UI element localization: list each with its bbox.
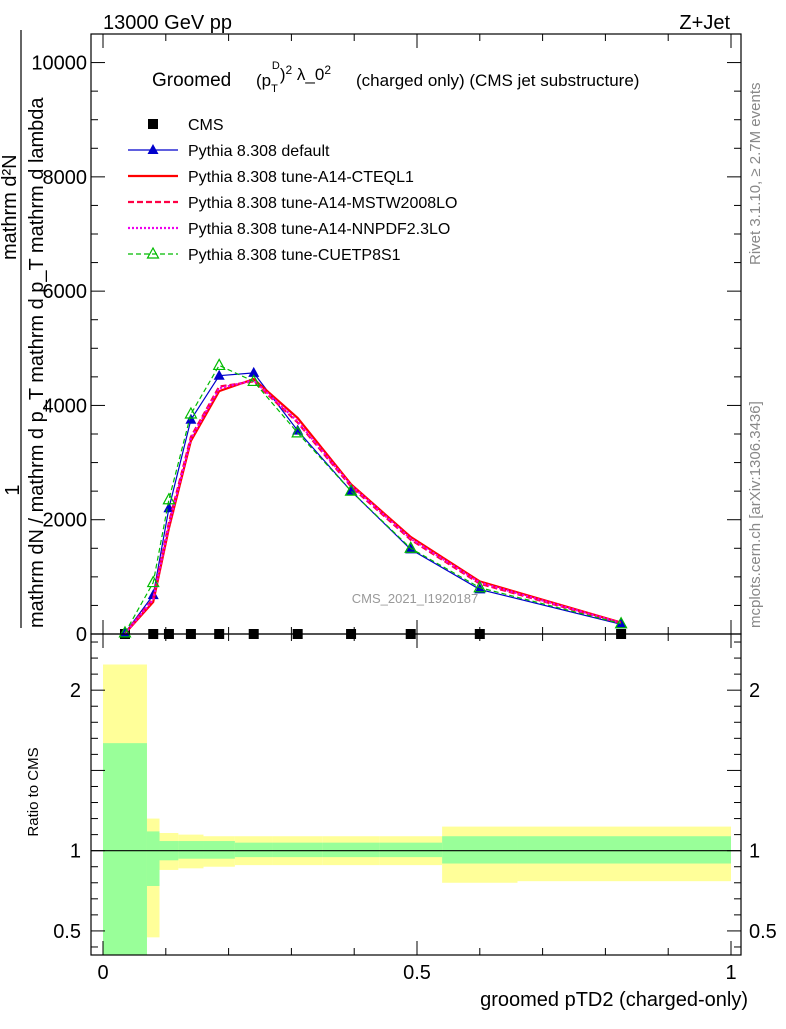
x-tick-label: 1	[725, 962, 736, 984]
uncertainty-band-inner	[442, 836, 518, 864]
ratio-frame	[90, 633, 742, 956]
legend-label: Pythia 8.308 tune-A14-CTEQL1	[188, 169, 414, 186]
legend-entry: Pythia 8.308 tune-CUETP8S1	[128, 246, 401, 264]
uncertainty-band-inner	[178, 841, 204, 859]
data-point	[184, 406, 198, 419]
uncertainty-band-inner	[379, 842, 443, 858]
series-1	[119, 366, 627, 637]
y-tick-label: 2000	[43, 510, 88, 532]
legend-label: CMS	[188, 117, 224, 134]
y-tick-label: 0	[76, 624, 87, 646]
legend-label: Pythia 8.308 tune-A14-NNPDF2.3LO	[188, 221, 450, 238]
ratio-y-tick-label: 0.5	[53, 921, 81, 943]
data-point	[162, 492, 176, 505]
legend-label: Pythia 8.308 default	[188, 143, 330, 160]
data-point	[213, 369, 225, 380]
uncertainty-band-inner	[234, 842, 273, 858]
data-point	[404, 541, 418, 553]
data-point	[474, 583, 486, 594]
ratio-plot: 0.5 0.5 1 1 2 2 0 0.5 1	[53, 633, 777, 984]
header-right: Z+Jet	[679, 12, 730, 34]
ylabel-numerator: 1	[2, 484, 24, 495]
analysis-watermark: CMS_2021_I1920187	[352, 591, 479, 606]
series-4	[124, 379, 622, 635]
legend-entry: Pythia 8.308 tune-A14-NNPDF2.3LO	[128, 221, 450, 238]
uncertainty-band-inner	[103, 743, 147, 955]
title-formula: (pTD)2 λ_02	[256, 60, 331, 95]
x-tick-label: 0.5	[403, 962, 431, 984]
y-tick-label: 10000	[31, 53, 87, 75]
main-title: Groomed (pTD)2 λ_02 (charged only) (CMS …	[152, 60, 639, 95]
legend-entry: Pythia 8.308 tune-A14-CTEQL1	[128, 169, 414, 186]
uncertainty-band-inner	[517, 836, 731, 864]
data-point	[118, 625, 132, 638]
data-point	[185, 413, 197, 424]
ratio-y-tick-label: 2	[70, 680, 81, 702]
legend-label: Pythia 8.308 tune-CUETP8S1	[188, 247, 401, 264]
rivet-label: Rivet 3.1.10, ≥ 2.7M events	[747, 83, 764, 266]
legend-entry: Pythia 8.308 default	[128, 143, 330, 160]
data-point	[473, 580, 487, 593]
mcplots-label: mcplots.cern.ch [arXiv:1306.3436]	[747, 401, 764, 628]
ylabel-top: mathrm d²N	[0, 154, 21, 260]
series-line	[124, 379, 622, 635]
uncertainty-band-inner	[203, 841, 235, 859]
header-left: 13000 GeV pp	[103, 12, 232, 34]
legend-marker	[146, 246, 160, 259]
legend-marker	[147, 144, 159, 154]
x-tick-label: 0	[97, 962, 108, 984]
ratio-y-tick-label-right: 0.5	[749, 921, 777, 943]
data-point	[614, 616, 628, 629]
y-tick-label: 8000	[43, 167, 88, 189]
ratio-y-tick-label-right: 1	[749, 841, 760, 863]
series-line	[124, 364, 622, 634]
main-ylabel: 1 mathrm dN / mathrm d p_T mathrm d p_T …	[0, 30, 48, 628]
main-plot: 0 2000 4000 6000 8000 10000	[31, 33, 742, 646]
y-tick-label: 4000	[43, 395, 88, 417]
uncertainty-band-inner	[146, 831, 160, 886]
data-point	[212, 358, 226, 371]
data-point	[345, 485, 357, 496]
series-5	[118, 358, 628, 638]
data-point	[248, 366, 260, 377]
legend-entry: Pythia 8.308 tune-A14-MSTW2008LO	[128, 195, 457, 212]
legend-label: Pythia 8.308 tune-A14-MSTW2008LO	[188, 195, 457, 212]
title-suffix: (charged only) (CMS jet substructure)	[356, 71, 639, 90]
ratio-ylabel: Ratio to CMS	[25, 747, 42, 836]
legend-entry: CMS	[148, 117, 224, 134]
uncertainty-band-inner	[322, 842, 380, 858]
ylabel-denominator: mathrm dN / mathrm d p_T mathrm d p_T ma…	[26, 97, 48, 628]
uncertainty-band-inner	[272, 842, 323, 858]
ratio-y-tick-label-right: 2	[749, 680, 760, 702]
data-point	[146, 575, 160, 588]
title-prefix: Groomed	[152, 70, 231, 91]
y-tick-label: 6000	[43, 281, 88, 303]
x-axis-label: groomed pTD2 (charged-only)	[480, 989, 748, 1011]
ratio-y-tick-label: 1	[70, 841, 81, 863]
data-point	[344, 483, 358, 496]
legend: CMS Pythia 8.308 default Pythia 8.308 tune…	[128, 117, 457, 264]
legend-marker	[148, 119, 158, 129]
data-point	[291, 425, 305, 438]
data-point	[247, 374, 261, 387]
